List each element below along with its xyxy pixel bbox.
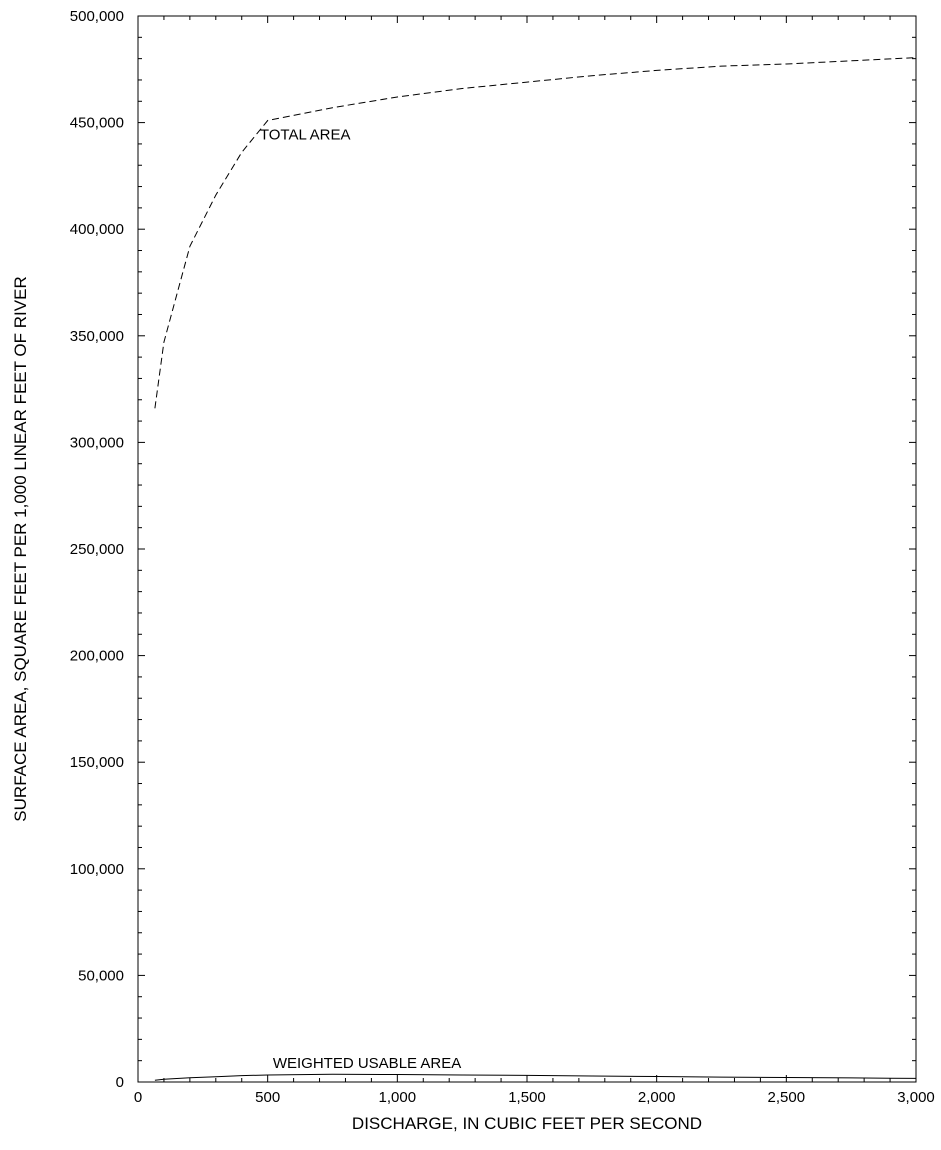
weighted-usable-area-line bbox=[154, 1073, 917, 1081]
y-tick-label: 350,000 bbox=[70, 328, 124, 345]
y-tick-label: 100,000 bbox=[70, 861, 124, 878]
x-tick-labels: 0 500 1,000 1,500 2,000 2,500 3,000 bbox=[134, 1089, 935, 1106]
y-tick-label: 300,000 bbox=[70, 434, 124, 451]
x-tick-label: 1,000 bbox=[379, 1089, 417, 1106]
series-lines bbox=[154, 57, 917, 1081]
x-tick-label: 1,500 bbox=[508, 1089, 546, 1106]
y-tick-label: 450,000 bbox=[70, 115, 124, 132]
y-tick-label: 200,000 bbox=[70, 648, 124, 665]
x-tick-label: 500 bbox=[255, 1089, 280, 1106]
annotations: TOTAL AREA WEIGHTED USABLE AREA bbox=[260, 127, 461, 1072]
x-tick-label: 2,500 bbox=[768, 1089, 806, 1106]
x-axis-title: DISCHARGE, IN CUBIC FEET PER SECOND bbox=[352, 1114, 702, 1133]
y-tick-label: 250,000 bbox=[70, 541, 124, 558]
y-tick-label: 0 bbox=[116, 1074, 124, 1091]
weighted-usable-area-annotation: WEIGHTED USABLE AREA bbox=[273, 1055, 461, 1072]
y-tick-label: 50,000 bbox=[78, 967, 124, 984]
y-tick-label: 150,000 bbox=[70, 754, 124, 771]
x-tick-label: 3,000 bbox=[897, 1089, 935, 1106]
y-tick-label: 500,000 bbox=[70, 8, 124, 25]
x-tick-label: 2,000 bbox=[638, 1089, 676, 1106]
y-tick-label: 400,000 bbox=[70, 221, 124, 238]
total-area-line bbox=[154, 57, 917, 409]
y-tick-labels: 0 50,000 100,000 150,000 200,000 250,000 300,0… bbox=[70, 8, 124, 1091]
y-axis-title: SURFACE AREA, SQUARE FEET PER 1,000 LINE… bbox=[11, 276, 30, 821]
total-area-annotation: TOTAL AREA bbox=[260, 127, 351, 144]
plot-frame bbox=[137, 15, 917, 1083]
x-tick-label: 0 bbox=[134, 1089, 142, 1106]
tick-marks bbox=[137, 15, 917, 1083]
